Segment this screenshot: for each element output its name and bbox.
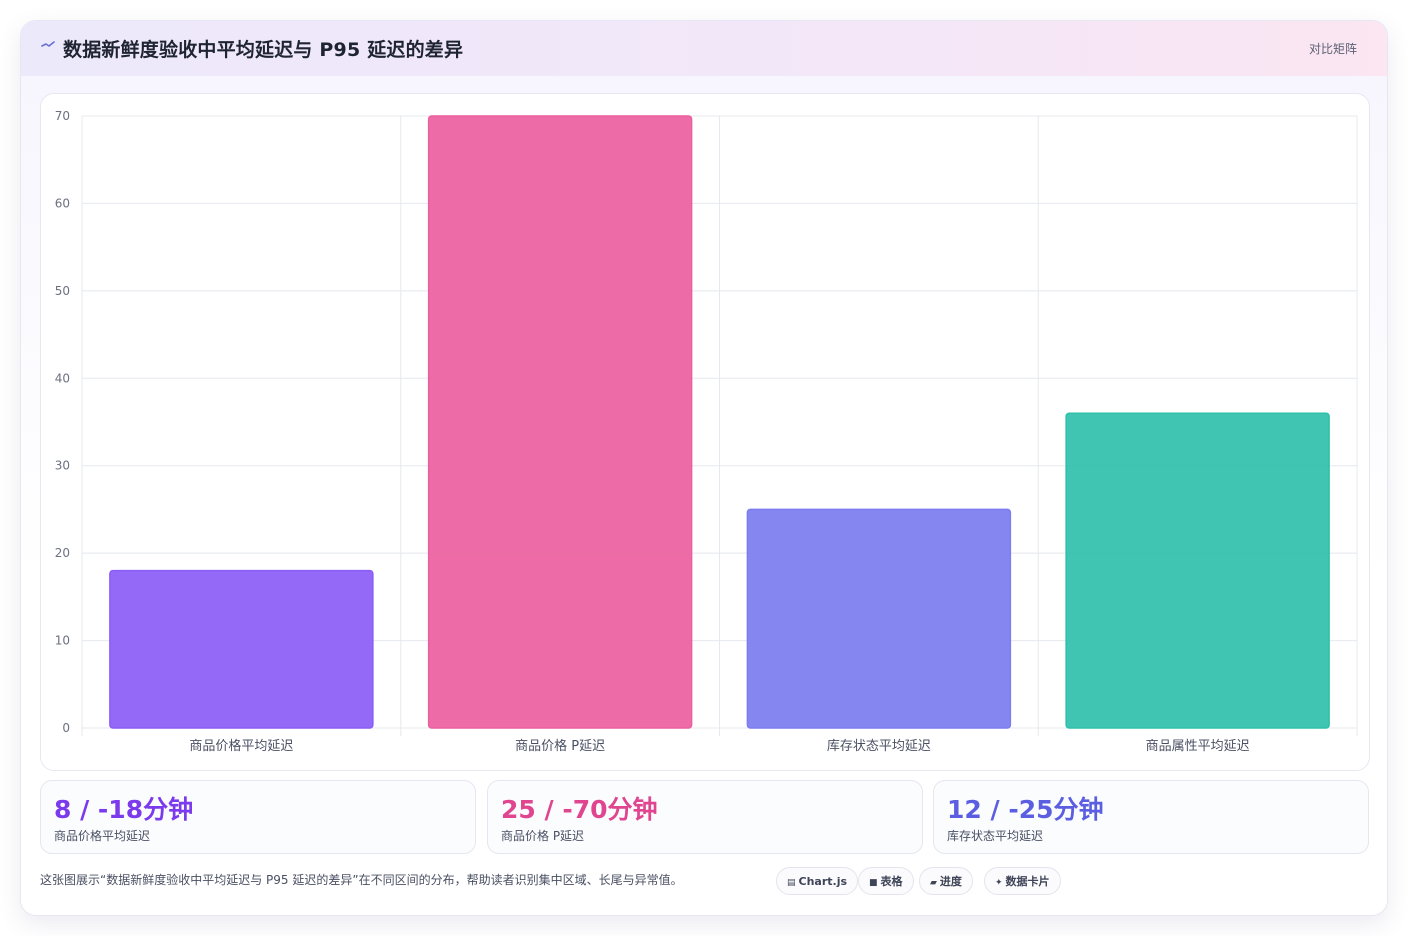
chart-icon: ▤: [787, 878, 796, 888]
pill-table[interactable]: ■ 表格: [858, 867, 914, 895]
card-header: 数据新鲜度验收中平均延迟与 P95 延迟的差异 对比矩阵: [21, 21, 1387, 77]
stat-label: 库存状态平均延迟: [947, 829, 1044, 843]
stat-cards: 8 / -18分钟 商品价格平均延迟 25 / -70分钟 商品价格 P延迟 1…: [40, 780, 1370, 854]
card-body: 0 10 20 30 40 50 60 70 商品价格平均延迟 商品价格 P延迟 库存状态平均延迟商…: [21, 76, 1387, 915]
stat-card: 12 / -25分钟 库存状态平均延迟: [933, 780, 1369, 854]
y-tick-label: 30: [55, 459, 70, 473]
y-tick-label: 40: [55, 371, 70, 385]
pill-label: 数据卡片: [1005, 875, 1050, 888]
y-tick-label: 20: [55, 546, 70, 560]
bar: [1065, 412, 1330, 729]
stat-value: 12 / -25分钟: [947, 795, 1104, 824]
chart-panel: 0 10 20 30 40 50 60 70 商品价格平均延迟 商品价格 P延迟 库存状态平均延迟 商…: [40, 93, 1370, 771]
bar: [427, 115, 693, 729]
stat-label: 商品价格 P延迟: [501, 829, 585, 843]
stat-value: 8 / -18分钟: [54, 795, 194, 824]
stat-label: 商品价格平均延迟: [54, 829, 151, 843]
table-icon: ■: [869, 878, 878, 888]
bar: [109, 569, 374, 729]
y-tick-label: 70: [55, 109, 70, 123]
y-tick-label: 0: [62, 721, 70, 735]
x-tick-label: 商品价格 P延迟: [515, 738, 605, 754]
sparkle-icon: ✦: [995, 878, 1003, 888]
page-title: 数据新鲜度验收中平均延迟与 P95 延迟的差异: [63, 39, 464, 61]
pill-chartjs[interactable]: ▤ Chart.js: [776, 867, 859, 895]
compare-matrix-link[interactable]: 对比矩阵: [1308, 42, 1357, 56]
bar: [746, 508, 1012, 729]
chart-caption: 这张图展示“数据新鲜度验收中平均延迟与 P95 延迟的差异”在不同区间的分布，帮…: [40, 873, 683, 887]
progress-icon: ▰: [930, 878, 937, 888]
y-tick-label: 10: [55, 634, 70, 648]
chart-card: 数据新鲜度验收中平均延迟与 P95 延迟的差异 对比矩阵 0 10 20 30 40 50…: [20, 20, 1388, 916]
x-tick-label: 商品价格平均延迟: [189, 738, 293, 754]
bar-chart: 0 10 20 30 40 50 60 70 商品价格平均延迟 商品价格 P延迟 库存状态平均延迟 商…: [55, 109, 1358, 754]
y-tick-label: 60: [55, 196, 70, 210]
pill-label: Chart.js: [798, 875, 848, 888]
pill-progress[interactable]: ▰ 进度: [919, 867, 973, 895]
stat-card: 25 / -70分钟 商品价格 P延迟: [487, 780, 923, 854]
activity-line-icon: [41, 41, 55, 47]
y-tick-label: 50: [55, 284, 70, 298]
stat-value: 25 / -70分钟: [501, 795, 658, 824]
x-tick-label: 商品属性平均延迟: [1146, 739, 1250, 754]
pill-label: 进度: [939, 875, 962, 888]
x-tick-label: 库存状态平均延迟: [827, 738, 931, 754]
stat-card: 8 / -18分钟 商品价格平均延迟: [40, 780, 476, 854]
pill-data-cards[interactable]: ✦ 数据卡片: [984, 867, 1061, 895]
pill-label: 表格: [880, 875, 903, 888]
